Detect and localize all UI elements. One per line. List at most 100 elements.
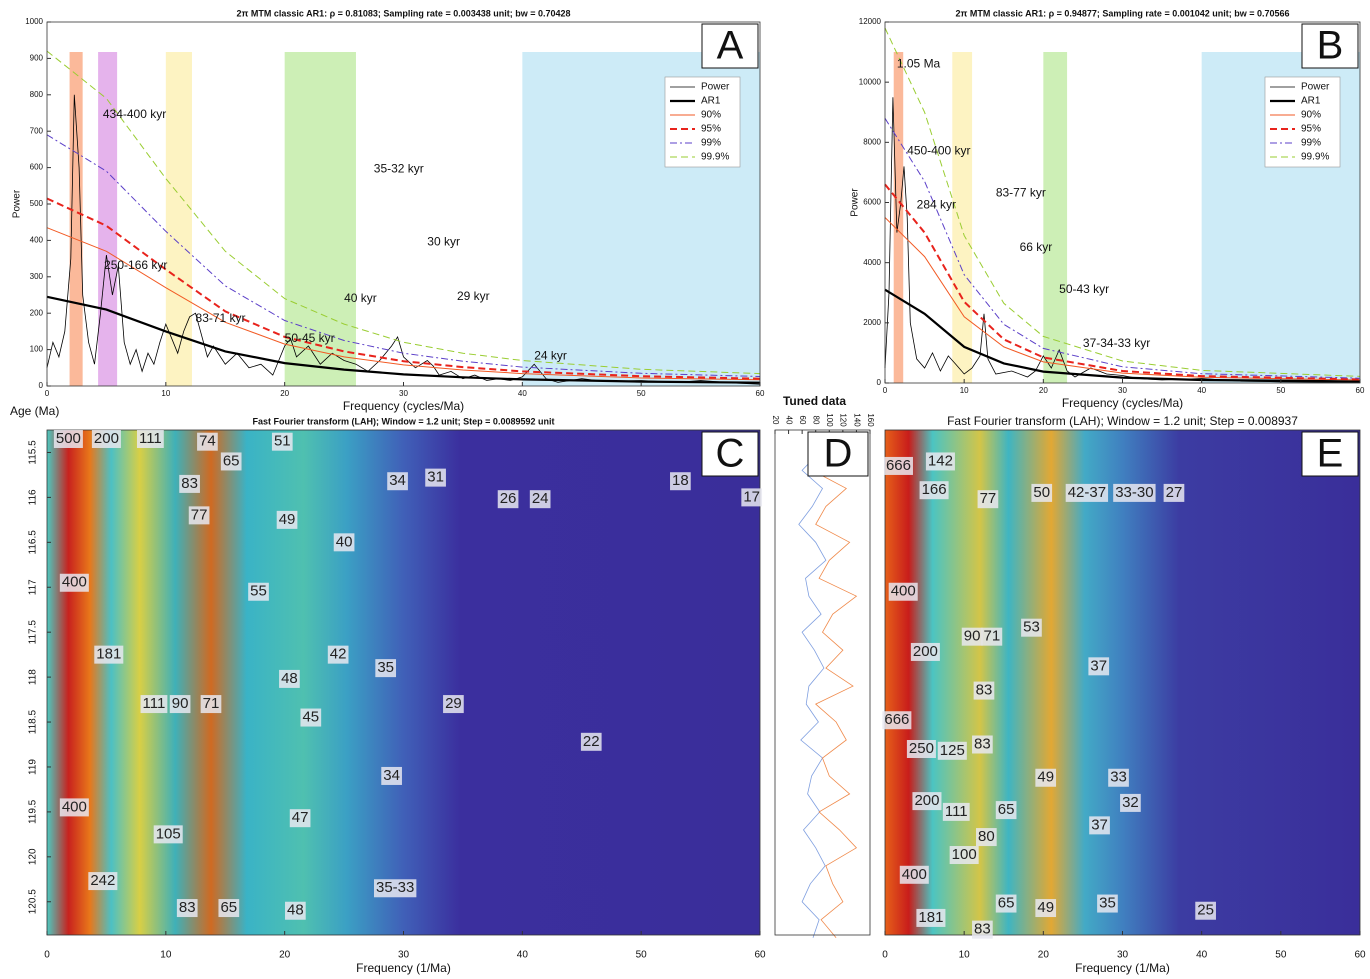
legend-label: AR1: [701, 96, 721, 107]
x-tick-label: 10: [959, 950, 971, 961]
label-background: [169, 695, 191, 714]
x-tick-label: 20: [279, 950, 291, 961]
peak-label: 65: [998, 895, 1015, 912]
annotation: 40 kyr: [344, 291, 377, 305]
label-background: [912, 792, 942, 811]
y-tick-label: 4000: [863, 258, 881, 267]
peak-label: 200: [913, 643, 938, 660]
y-axis-label: Age (Ma): [10, 404, 59, 418]
label-background: [883, 456, 913, 475]
y-tick-label: 117: [28, 579, 39, 595]
series-line: [811, 434, 858, 938]
peak-label: 35: [1099, 895, 1116, 912]
peak-label: 42-37: [1068, 484, 1106, 501]
series-line: [884, 118, 1361, 379]
x-tick-label: 30: [399, 389, 408, 398]
peak-label: 200: [94, 430, 119, 447]
peak-label: 32: [1122, 794, 1139, 811]
peak-label: 65: [220, 899, 237, 916]
label-background: [176, 899, 198, 918]
legend-label: 90%: [701, 110, 721, 121]
label-background: [443, 695, 464, 714]
y-tick-label: 1000: [25, 17, 43, 26]
peak-label: 25: [1197, 902, 1214, 919]
label-background: [136, 429, 164, 448]
x-tick-label: 50: [1276, 386, 1285, 395]
peak-label: 42: [330, 646, 347, 663]
peak-label: 111: [139, 430, 162, 447]
peak-label: 125: [940, 742, 965, 759]
label-background: [425, 468, 446, 487]
annotation: 1.05 Ma: [897, 56, 941, 70]
peak-label: 74: [199, 433, 216, 450]
series-line: [884, 217, 1361, 381]
x-tick-label: 60: [754, 950, 766, 961]
x-tick-label: 0: [45, 389, 50, 398]
peak-label: 83: [974, 921, 991, 938]
panel-letter: A: [717, 24, 744, 68]
peak-label: 40: [336, 533, 353, 550]
label-background: [218, 899, 240, 918]
y-tick-label: 117.5: [28, 620, 39, 645]
x-tick-label: 10: [160, 950, 172, 961]
peak-label: 17: [743, 488, 760, 505]
annotation: 24 kyr: [534, 348, 567, 362]
x-tick-label: 120: [839, 413, 848, 427]
legend-label: 99.9%: [701, 152, 729, 163]
label-background: [271, 432, 293, 451]
annotation: 83-77 kyr: [996, 186, 1046, 200]
label-background: [1108, 768, 1129, 787]
label-background: [248, 582, 269, 601]
peak-label: 666: [886, 457, 911, 474]
y-tick-label: 119: [28, 759, 39, 775]
y-tick-label: 800: [30, 90, 44, 99]
peak-label: 83: [179, 899, 196, 916]
x-tick-label: 0: [882, 950, 888, 961]
panel-letter-box: [1301, 431, 1359, 477]
y-tick-label: 12000: [859, 17, 882, 26]
label-background: [387, 472, 408, 491]
y-tick-label: 2000: [863, 318, 881, 327]
x-tick-label: 30: [1118, 386, 1127, 395]
label-background: [899, 865, 929, 884]
y-tick-label: 120.5: [28, 889, 39, 914]
label-background: [973, 681, 995, 700]
label-background: [888, 582, 918, 601]
y-tick-label: 0: [877, 378, 882, 387]
x-tick-label: 60: [1356, 386, 1365, 395]
label-background: [906, 739, 936, 758]
frequency-band: [165, 52, 192, 386]
label-background: [220, 452, 242, 471]
x-tick-label: 40: [1197, 386, 1206, 395]
legend-box: [664, 76, 741, 168]
frequency-band: [284, 52, 356, 386]
plot-frame: [774, 429, 871, 936]
label-background: [741, 488, 763, 507]
label-background: [916, 908, 946, 927]
label-background: [1035, 899, 1057, 918]
label-background: [200, 695, 222, 714]
legend-label: 95%: [701, 124, 721, 135]
y-tick-label: 8000: [863, 137, 881, 146]
peak-label: 35-33: [376, 879, 414, 896]
label-background: [153, 825, 183, 844]
y-tick-label: 115.5: [28, 440, 39, 465]
label-background: [285, 901, 306, 920]
peak-label: 400: [891, 583, 916, 600]
label-background: [977, 490, 999, 509]
label-background: [882, 711, 912, 730]
peak-label: 77: [980, 490, 997, 507]
label-background: [981, 627, 1003, 646]
x-tick-label: 30: [1117, 950, 1129, 961]
x-tick-label: 40: [517, 950, 529, 961]
peak-label: 105: [156, 825, 181, 842]
x-tick-label: 50: [1275, 950, 1287, 961]
panel-letter: D: [824, 432, 853, 476]
panel-letter: C: [716, 432, 745, 476]
peak-label: 33-30: [1115, 484, 1153, 501]
peak-label: 49: [279, 511, 296, 528]
label-background: [88, 872, 118, 891]
label-background: [1065, 483, 1109, 502]
y-tick-label: 900: [30, 54, 44, 63]
